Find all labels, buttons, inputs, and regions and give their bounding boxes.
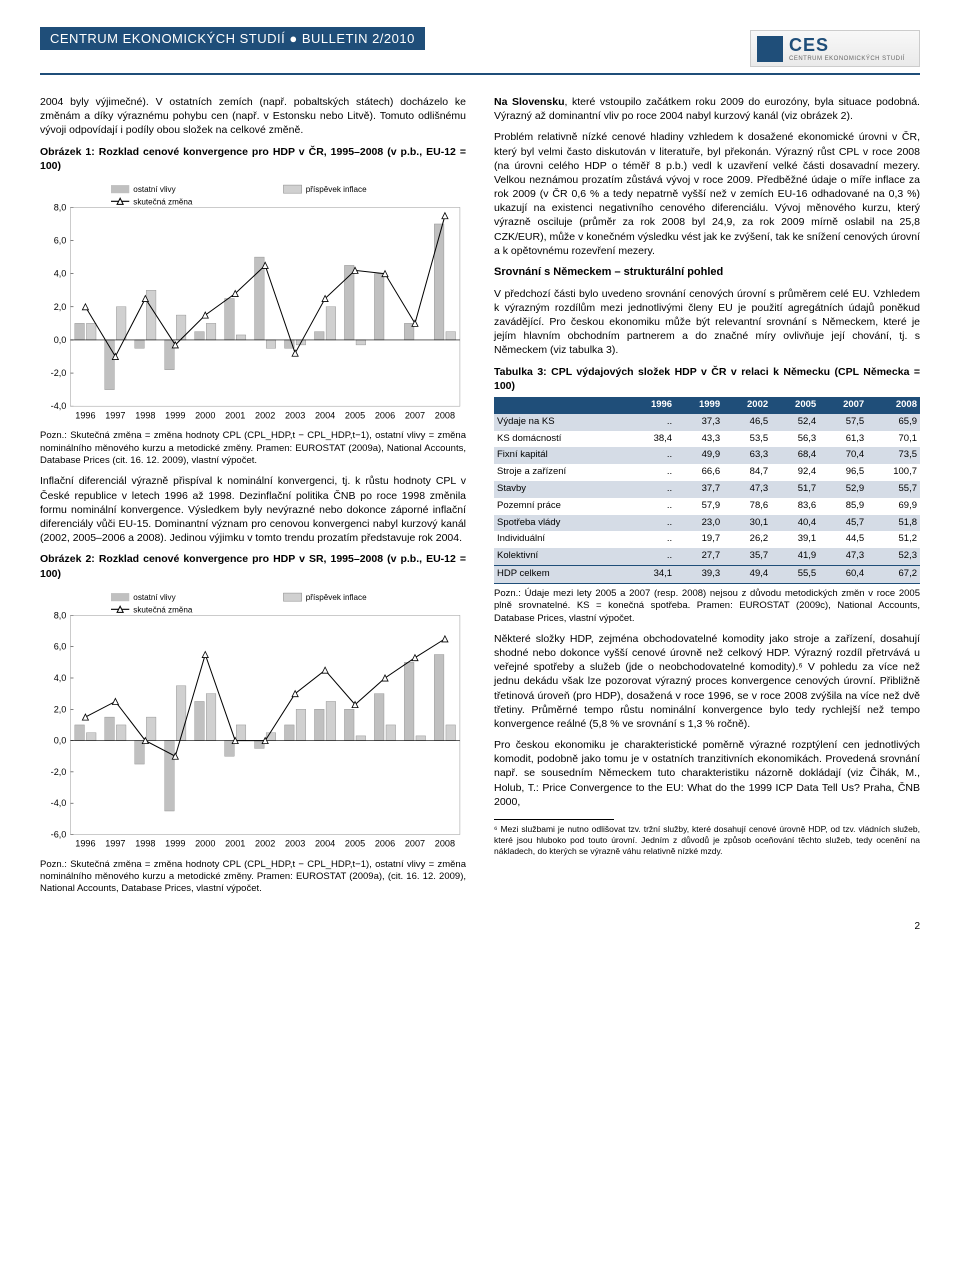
svg-text:2000: 2000	[195, 838, 215, 848]
svg-text:příspěvek inflace: příspěvek inflace	[306, 185, 367, 194]
svg-text:6,0: 6,0	[54, 641, 67, 651]
chart2-note: Pozn.: Skutečná změna = změna hodnoty CP…	[40, 859, 466, 896]
header-org: CENTRUM EKONOMICKÝCH STUDIÍ	[50, 31, 285, 46]
page-header: CENTRUM EKONOMICKÝCH STUDIÍ ● BULLETIN 2…	[40, 30, 920, 75]
table-row: Spotřeba vlády..23,030,140,445,751,8	[494, 515, 920, 532]
header-dot: ●	[289, 31, 301, 46]
svg-text:2006: 2006	[375, 838, 395, 848]
svg-text:0,0: 0,0	[54, 335, 67, 345]
svg-text:2003: 2003	[285, 838, 305, 848]
svg-text:2003: 2003	[285, 410, 305, 420]
svg-text:1998: 1998	[135, 838, 155, 848]
svg-text:8,0: 8,0	[54, 202, 67, 212]
svg-text:1997: 1997	[105, 410, 125, 420]
svg-text:ostatní vlivy: ostatní vlivy	[133, 593, 176, 602]
right-column: Na Slovensku, které vstoupilo začátkem r…	[494, 95, 920, 903]
svg-text:skutečná změna: skutečná změna	[133, 605, 193, 614]
chart1-note: Pozn.: Skutečná změna = změna hodnoty CP…	[40, 430, 466, 467]
right-para-5: Některé složky HDP, zejména obchodovatel…	[494, 632, 920, 731]
footnote-separator	[494, 819, 614, 820]
table-row: Fixní kapitál..49,963,368,470,473,5	[494, 447, 920, 464]
table-row: Pozemní práce..57,978,683,685,969,9	[494, 498, 920, 515]
logo-text-small: CENTRUM EKONOMICKÝCH STUDIÍ	[789, 56, 905, 62]
table-title: Tabulka 3: CPL výdajových složek HDP v Č…	[494, 365, 920, 393]
svg-text:1996: 1996	[75, 410, 95, 420]
page-number: 2	[40, 921, 920, 932]
header-issue: BULLETIN 2/2010	[302, 31, 415, 46]
svg-text:1999: 1999	[165, 410, 185, 420]
left-column: 2004 byly výjimečné). V ostatních zemích…	[40, 95, 466, 903]
chart2-title: Obrázek 2: Rozklad cenové konvergence pr…	[40, 552, 466, 580]
svg-text:2,0: 2,0	[54, 704, 67, 714]
logo-text-big: CES	[789, 35, 905, 56]
svg-text:1999: 1999	[165, 838, 185, 848]
header-title: CENTRUM EKONOMICKÝCH STUDIÍ ● BULLETIN 2…	[40, 27, 425, 50]
svg-text:4,0: 4,0	[54, 673, 67, 683]
chart1-title: Obrázek 1: Rozklad cenové konvergence pr…	[40, 145, 466, 173]
svg-text:8,0: 8,0	[54, 610, 67, 620]
left-para-2: Inflační diferenciál výrazně přispíval k…	[40, 474, 466, 545]
right-para-1: Na Slovensku, které vstoupilo začátkem r…	[494, 95, 920, 123]
chart1: ostatní vlivy příspěvek inflace skutečná z…	[40, 179, 466, 427]
table-3: 199619992002200520072008Výdaje na KS..37…	[494, 397, 920, 584]
right-para-6: Pro českou ekonomiku je charakteristické…	[494, 738, 920, 809]
table-row: KS domácností38,443,353,556,361,370,1	[494, 431, 920, 448]
svg-text:4,0: 4,0	[54, 269, 67, 279]
table-total-row: HDP celkem34,139,349,455,560,467,2	[494, 566, 920, 584]
svg-text:2007: 2007	[405, 410, 425, 420]
svg-text:2001: 2001	[225, 410, 245, 420]
svg-text:2006: 2006	[375, 410, 395, 420]
table-note: Pozn.: Údaje mezi lety 2005 a 2007 (resp…	[494, 588, 920, 625]
svg-text:2002: 2002	[255, 410, 275, 420]
svg-text:-6,0: -6,0	[51, 829, 67, 839]
logo: CES CENTRUM EKONOMICKÝCH STUDIÍ	[750, 30, 920, 67]
svg-text:2004: 2004	[315, 838, 335, 848]
svg-text:2002: 2002	[255, 838, 275, 848]
svg-text:příspěvek inflace: příspěvek inflace	[306, 593, 367, 602]
svg-text:2007: 2007	[405, 838, 425, 848]
svg-text:-2,0: -2,0	[51, 767, 67, 777]
table-row: Výdaje na KS..37,346,552,457,565,9	[494, 414, 920, 431]
chart2: ostatní vlivy příspěvek inflace skutečná z…	[40, 587, 466, 855]
svg-text:ostatní vlivy: ostatní vlivy	[133, 185, 176, 194]
table-row: Individuální..19,726,239,144,551,2	[494, 531, 920, 548]
svg-text:2008: 2008	[435, 838, 455, 848]
footnote-6: ⁶ Mezi službami je nutno odlišovat tzv. …	[494, 824, 920, 857]
svg-text:1997: 1997	[105, 838, 125, 848]
table-row: Kolektivní..27,735,741,947,352,3	[494, 548, 920, 565]
section-title: Srovnání s Německem – strukturální pohle…	[494, 265, 920, 280]
svg-text:skutečná změna: skutečná změna	[133, 197, 193, 206]
svg-text:2008: 2008	[435, 410, 455, 420]
svg-text:-4,0: -4,0	[51, 798, 67, 808]
svg-text:-2,0: -2,0	[51, 368, 67, 378]
table-row: Stavby..37,747,351,752,955,7	[494, 481, 920, 498]
table-row: Stroje a zařízení..66,684,792,496,5100,7	[494, 464, 920, 481]
left-para-1: 2004 byly výjimečné). V ostatních zemích…	[40, 95, 466, 138]
svg-text:2,0: 2,0	[54, 302, 67, 312]
svg-text:1998: 1998	[135, 410, 155, 420]
svg-text:2000: 2000	[195, 410, 215, 420]
right-para-3: V předchozí části bylo uvedeno srovnání …	[494, 287, 920, 358]
svg-text:6,0: 6,0	[54, 235, 67, 245]
svg-text:2005: 2005	[345, 410, 365, 420]
svg-text:0,0: 0,0	[54, 735, 67, 745]
svg-text:2004: 2004	[315, 410, 335, 420]
right-para-2: Problém relativně nízké cenové hladiny v…	[494, 130, 920, 258]
svg-text:-4,0: -4,0	[51, 401, 67, 411]
svg-text:1996: 1996	[75, 838, 95, 848]
logo-mark-icon	[757, 36, 783, 62]
svg-text:2005: 2005	[345, 838, 365, 848]
svg-text:2001: 2001	[225, 838, 245, 848]
